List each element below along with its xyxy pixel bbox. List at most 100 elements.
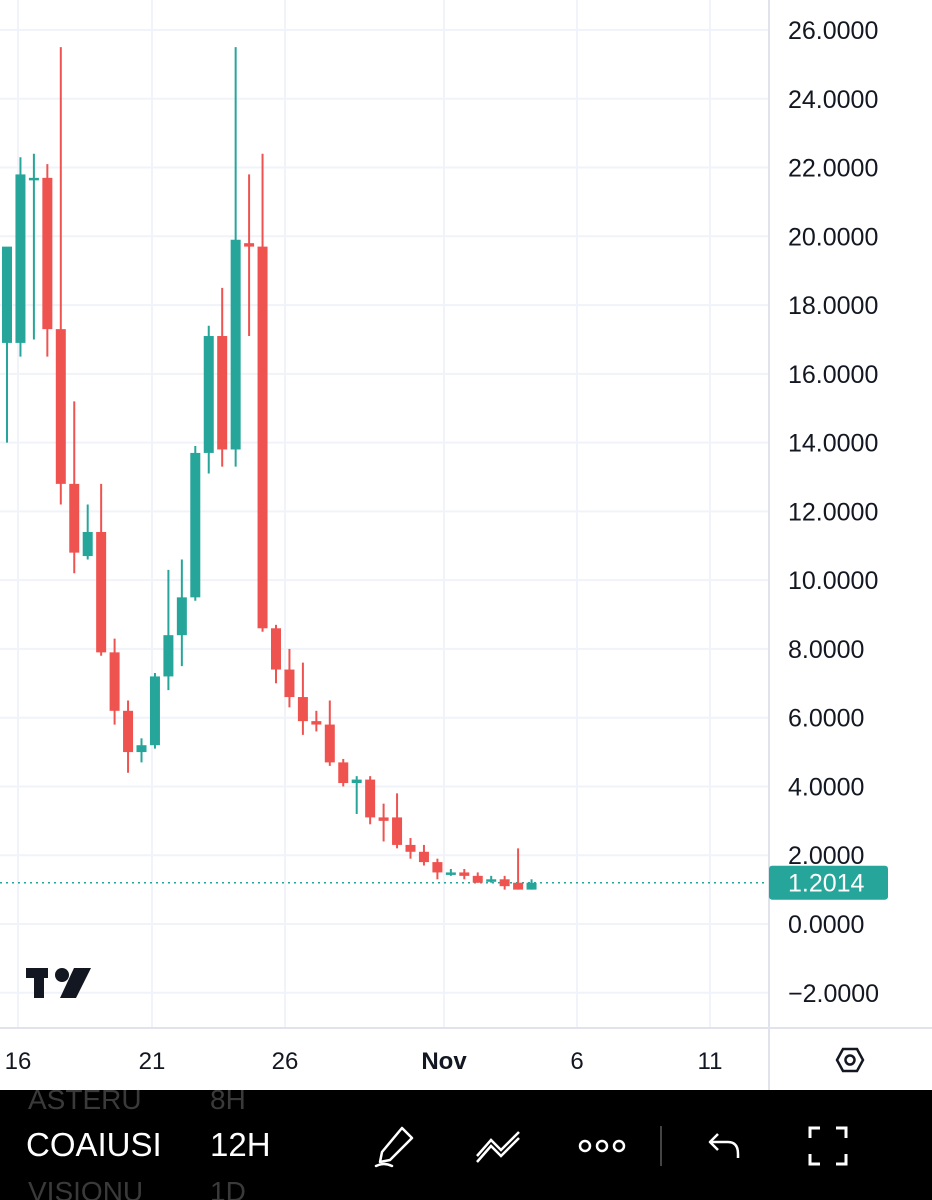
candle — [96, 483, 107, 656]
y-tick-label: 22.0000 — [788, 155, 878, 183]
y-tick-label: 12.0000 — [788, 498, 878, 526]
candle-body — [42, 177, 53, 330]
y-tick-label: 8.0000 — [788, 636, 864, 664]
candle — [203, 325, 214, 474]
chart-grid — [0, 0, 769, 1028]
candle-body — [136, 745, 147, 753]
y-tick-label: 0.0000 — [788, 911, 864, 939]
candle — [338, 758, 349, 787]
y-tick-label: 6.0000 — [788, 705, 864, 733]
ghost-symbol-above: ASTERU — [28, 1090, 142, 1115]
candle — [392, 793, 403, 849]
drawing-tools-icon[interactable] — [470, 1118, 526, 1174]
candle-body — [418, 851, 429, 863]
candle — [499, 875, 510, 890]
candle — [405, 838, 416, 859]
y-tick-label: 14.0000 — [788, 430, 878, 458]
candle-body — [230, 239, 241, 450]
candle-body — [244, 243, 255, 247]
candle — [271, 624, 281, 684]
y-tick-label: 20.0000 — [788, 223, 878, 251]
bottom-toolbar: ASTERU 8H VISIONU 1D COAIUSI 12H — [0, 1090, 932, 1200]
candle — [257, 153, 268, 632]
candle — [244, 174, 255, 337]
candle — [324, 700, 335, 766]
candle-body — [82, 532, 93, 557]
candle — [82, 504, 93, 560]
y-tick-label: 26.0000 — [788, 17, 878, 45]
candle — [351, 776, 362, 814]
candle-body — [351, 779, 362, 784]
candle — [445, 868, 456, 876]
candle-body — [499, 879, 510, 887]
price-label-box — [769, 865, 888, 900]
y-tick-label: 4.0000 — [788, 773, 864, 801]
candle-body — [217, 336, 228, 450]
y-tick-label: −2.0000 — [788, 980, 879, 1008]
candle-body — [2, 246, 12, 343]
undo-icon[interactable] — [696, 1118, 752, 1174]
tradingview-logo[interactable] — [26, 968, 91, 998]
interval-button[interactable]: 12H — [210, 1126, 271, 1163]
candle-body — [109, 652, 120, 711]
candle-body — [392, 817, 403, 845]
fullscreen-icon[interactable] — [800, 1118, 856, 1174]
time-axis[interactable]: 16 21 26 Nov 6 11 — [5, 1048, 723, 1075]
candle — [365, 776, 376, 825]
more-icon[interactable] — [574, 1118, 630, 1174]
candle — [486, 875, 497, 883]
candle — [28, 153, 39, 340]
candle-body — [445, 872, 456, 875]
candle — [69, 401, 80, 574]
candle — [123, 700, 134, 773]
candle-body — [163, 635, 174, 677]
x-tick-label: 21 — [139, 1048, 166, 1075]
x-tick-label: 6 — [570, 1048, 583, 1075]
price-label-text: 1.2014 — [788, 870, 865, 898]
y-tick-label: 16.0000 — [788, 361, 878, 389]
ghost-interval-above: 8H — [210, 1090, 246, 1115]
candle-body — [203, 336, 214, 453]
candle-body — [513, 882, 524, 890]
candle-body — [284, 669, 295, 698]
candle-body — [311, 721, 322, 725]
candle — [459, 868, 470, 880]
candle — [42, 164, 53, 357]
candle-body — [55, 329, 66, 484]
ghost-interval-below: 1D — [210, 1176, 246, 1200]
candle-body — [472, 875, 483, 883]
candle — [55, 47, 66, 505]
y-tick-label: 2.0000 — [788, 842, 864, 870]
candle-body — [15, 174, 26, 343]
candle — [284, 648, 295, 708]
candle-body — [28, 177, 39, 181]
candle — [217, 287, 228, 467]
candle-body — [432, 862, 443, 873]
last-price-label: 1.2014 — [769, 865, 888, 900]
candle-body — [257, 246, 268, 629]
y-tick-label: 18.0000 — [788, 292, 878, 320]
candle — [2, 246, 12, 443]
price-axis[interactable]: 26.0000 24.0000 22.0000 20.0000 18.0000 16.00… — [788, 17, 879, 1008]
candle-body — [365, 779, 376, 818]
candle — [472, 872, 483, 883]
candles — [2, 47, 537, 890]
symbol-button[interactable]: COAIUSI — [26, 1126, 162, 1163]
candle — [190, 446, 201, 601]
x-tick-label: 11 — [698, 1048, 723, 1075]
candle-body — [96, 532, 107, 653]
price-chart[interactable]: 26.0000 24.0000 22.0000 20.0000 18.0000 16.00… — [0, 0, 932, 1090]
candle — [149, 672, 160, 749]
candle — [297, 662, 308, 735]
candle — [15, 157, 26, 357]
x-tick-label: Nov — [421, 1048, 467, 1075]
candle — [109, 638, 120, 725]
candle-body — [378, 817, 389, 821]
candle-body — [297, 697, 308, 722]
settings-icon[interactable] — [835, 1047, 865, 1073]
candle-body — [190, 452, 201, 598]
brush-icon[interactable] — [368, 1118, 424, 1174]
y-tick-label: 10.0000 — [788, 567, 878, 595]
candle — [163, 569, 174, 691]
candle — [513, 848, 524, 890]
